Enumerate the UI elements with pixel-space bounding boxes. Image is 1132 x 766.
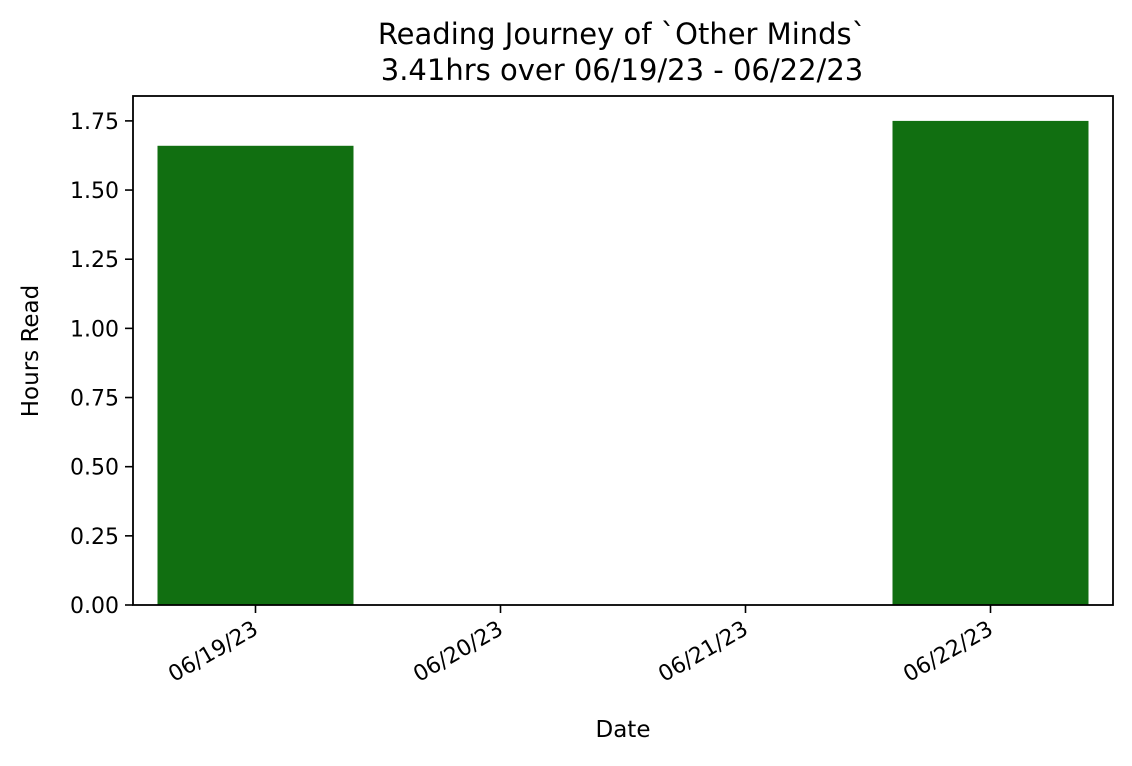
x-tick-label: 06/20/23 — [409, 617, 507, 688]
plot-frame — [132, 95, 1114, 606]
x-tick-label: 06/21/23 — [654, 617, 752, 688]
bars-layer — [157, 120, 1089, 606]
bar-06-22-23 — [892, 120, 1089, 606]
chart-subtitle: 3.41hrs over 06/19/23 - 06/22/23 — [381, 53, 863, 87]
y-tick-label: 1.75 — [70, 110, 119, 135]
y-tick-label: 0.00 — [70, 594, 119, 619]
y-axis-label: Hours Read — [18, 285, 44, 418]
y-tick-label: 1.25 — [70, 248, 119, 273]
y-tick-label: 0.25 — [70, 525, 119, 550]
x-axis-label: Date — [596, 717, 651, 743]
y-tick-label: 1.50 — [70, 179, 119, 204]
chart-title: Reading Journey of `Other Minds` — [378, 17, 866, 51]
x-tick-label: 06/19/23 — [164, 617, 262, 688]
y-tick-label: 0.50 — [70, 456, 119, 481]
x-tick-label: 06/22/23 — [899, 617, 997, 688]
x-axis-ticks: 06/19/23 06/20/23 06/21/23 06/22/23 — [164, 605, 998, 688]
y-tick-label: 1.00 — [70, 317, 119, 342]
bar-06-19-23 — [157, 145, 354, 606]
y-axis-ticks: 0.00 0.25 0.50 0.75 1.00 1.25 1.50 1.75 — [70, 110, 133, 619]
y-tick-label: 0.75 — [70, 387, 119, 412]
